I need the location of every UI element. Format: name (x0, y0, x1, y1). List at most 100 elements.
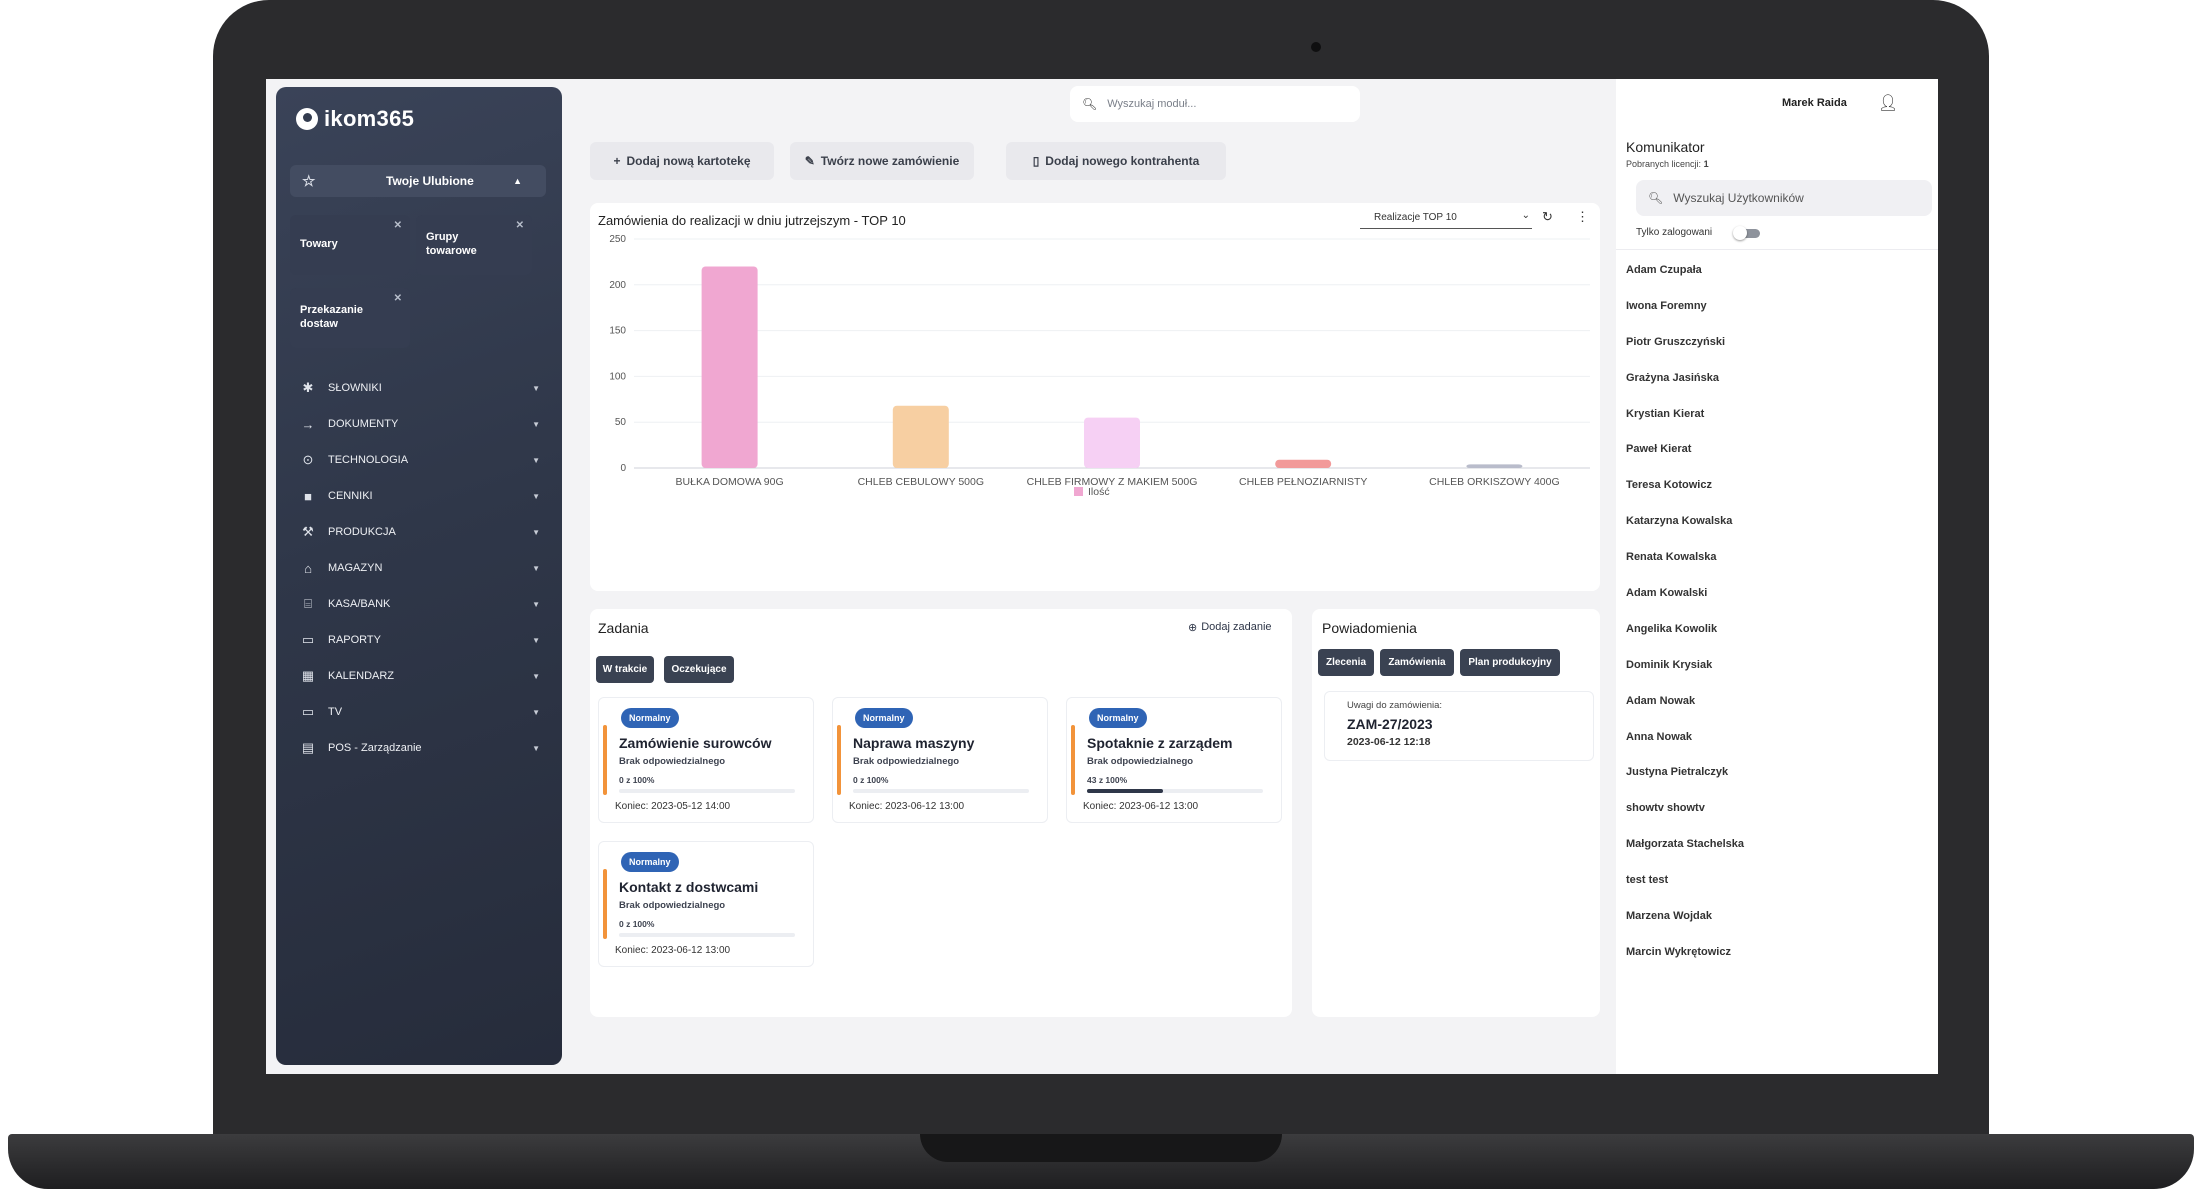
task-end-date: Koniec: 2023-06-12 13:00 (849, 801, 965, 812)
y-tick-label: 50 (615, 417, 627, 428)
add-task-button[interactable]: ⊕ Dodaj zadanie (1188, 621, 1272, 634)
only-logged-toggle[interactable] (1733, 226, 1760, 240)
filter-pending[interactable]: Oczekujące (664, 656, 734, 683)
sidebar-item-kalendarz[interactable]: ▦ KALENDARZ ▼ (300, 658, 540, 694)
orders-chart-card: Zamówienia do realizacji w dniu jutrzejs… (590, 203, 1600, 591)
sidebar-item-technologia[interactable]: ⊙ TECHNOLOGIA ▼ (300, 442, 540, 478)
sidebar-item-produkcja[interactable]: ⚒ PRODUKCJA ▼ (300, 514, 540, 550)
favorite-tile[interactable]: Grupy towarowe ✕ (416, 215, 532, 275)
user-list-item[interactable]: showtv showtv (1626, 802, 1705, 815)
sidebar-item-tv[interactable]: ▭ TV ▼ (300, 694, 540, 730)
logo[interactable]: ikom365 (296, 106, 414, 132)
chart-select[interactable]: Realizacje TOP 10 ⌄ (1360, 208, 1532, 229)
user-list-item[interactable]: Dominik Krysiak (1626, 658, 1713, 671)
user-list-item[interactable]: Iwona Foremny (1626, 299, 1707, 312)
add-card-button[interactable]: + Dodaj nową kartotekę (590, 142, 774, 180)
tasks-title: Zadania (598, 620, 649, 636)
new-order-button[interactable]: ✎ Twórz nowe zamówienie (790, 142, 974, 180)
bank-icon: ⌸ (304, 596, 312, 611)
task-accent-bar (603, 725, 607, 795)
user-list-item[interactable]: Justyna Pietralczyk (1626, 766, 1729, 779)
x-tick-label: CHLEB ORKISZOWY 400G (1429, 476, 1560, 488)
add-card-label: Dodaj nową kartotekę (626, 154, 751, 168)
user-list-item[interactable]: Marzena Wojdak (1626, 910, 1712, 923)
favorites-toggle[interactable]: ☆ Twoje Ulubione ▲ (290, 165, 546, 197)
chevron-down-icon: ▼ (532, 419, 540, 429)
plus-icon: + (613, 154, 621, 168)
user-list-item[interactable]: test test (1626, 874, 1669, 887)
sidebar-item-label: KASA/BANK (328, 598, 391, 610)
chevron-down-icon: ▼ (532, 671, 540, 681)
add-task-icon: ⊕ (1188, 622, 1198, 634)
tasks-card: Zadania ⊕ Dodaj zadanie W trakcie Oczeku… (590, 609, 1292, 1017)
sidebar-item-slowniki[interactable]: ✱ SŁOWNIKI ▼ (300, 370, 540, 406)
sidebar-item-kasa-bank[interactable]: ⌸ KASA/BANK ▼ (300, 586, 540, 622)
task-end-date: Koniec: 2023-06-12 13:00 (1083, 801, 1199, 812)
sidebar-item-dokumenty[interactable]: → DOKUMENTY ▼ (300, 406, 541, 442)
sidebar: ikom365 ☆ Twoje Ulubione ▲ Towary ✕ Grup… (276, 87, 562, 1065)
task-responsible: Brak odpowiedzialnego (853, 756, 960, 767)
notif-filter-orders[interactable]: Zamówienia (1380, 649, 1454, 676)
legend-swatch (1074, 487, 1083, 496)
user-list-item[interactable]: Adam Kowalski (1626, 587, 1708, 600)
close-icon[interactable]: ✕ (393, 220, 402, 231)
user-list-item[interactable]: Paweł Kierat (1626, 443, 1692, 456)
module-search[interactable]: 🔍︎ Wyszukaj moduł... (1070, 86, 1360, 122)
favorite-tile-label: Grupy towarowe (426, 231, 477, 257)
price-icon: ■ (304, 488, 312, 504)
task-responsible: Brak odpowiedzialnego (1087, 756, 1194, 767)
task-card[interactable]: Normalny Zamówienie surowców Brak odpowi… (598, 697, 814, 823)
chevron-down-icon: ▼ (532, 707, 540, 717)
user-settings-icon[interactable]: 👤︎ (1878, 95, 1899, 112)
favorite-tile[interactable]: Przekazanie dostaw ✕ (290, 288, 410, 348)
refresh-icon[interactable]: ↻ (1542, 209, 1553, 224)
sidebar-item-pos[interactable]: ▤ POS - Zarządzanie ▼ (300, 730, 540, 766)
user-list-item[interactable]: Grażyna Jasińska (1626, 371, 1719, 384)
task-progress-bar (619, 789, 795, 793)
sidebar-item-cenniki[interactable]: ■ CENNIKI ▼ (300, 478, 540, 514)
chart-bar (701, 266, 758, 468)
user-list-item[interactable]: Katarzyna Kowalska (1626, 515, 1733, 528)
task-card[interactable]: Normalny Spotaknie z zarządem Brak odpow… (1066, 697, 1282, 823)
task-progress-bar (853, 789, 1029, 793)
only-logged-label: Tylko zalogowani (1636, 227, 1713, 238)
current-user-name[interactable]: Marek Raida (1782, 97, 1847, 109)
licenses-label: Pobranych licencji: (1626, 159, 1702, 169)
user-list-item[interactable]: Małgorzata Stachelska (1626, 838, 1744, 851)
task-card[interactable]: Normalny Naprawa maszyny Brak odpowiedzi… (832, 697, 1048, 823)
notif-filter-production-plan[interactable]: Plan produkcyjny (1460, 649, 1560, 676)
task-card[interactable]: Normalny Kontakt z dostwcami Brak odpowi… (598, 841, 814, 967)
favorites-label: Twoje Ulubione (386, 174, 474, 188)
target-icon: ⊙ (302, 452, 314, 467)
user-list-item[interactable]: Krystian Kierat (1626, 407, 1705, 420)
camera-icon (1311, 42, 1321, 52)
communicator-panel: Marek Raida 👤︎ Komunikator Pobranych lic… (1616, 79, 1938, 1074)
chart-bar (1275, 459, 1332, 468)
user-list-item[interactable]: Marcin Wykrętowicz (1626, 945, 1731, 958)
add-contractor-button[interactable]: ▯ Dodaj nowego kontrahenta (1006, 142, 1226, 180)
filter-in-progress[interactable]: W trakcie (596, 656, 654, 683)
close-icon[interactable]: ✕ (393, 293, 402, 304)
user-list-item[interactable]: Adam Nowak (1626, 694, 1696, 707)
production-icon: ⚒ (302, 524, 314, 539)
user-list-item[interactable]: Piotr Gruszczyński (1626, 335, 1726, 348)
user-list-item[interactable]: Adam Czupała (1626, 264, 1702, 276)
user-search-input[interactable]: 🔍︎ Wyszukaj Użytkowników (1636, 180, 1932, 216)
more-icon[interactable]: ⋮ (1576, 209, 1589, 224)
module-search-placeholder: Wyszukaj moduł... (1107, 98, 1197, 110)
user-list-item[interactable]: Anna Nowak (1626, 730, 1693, 743)
notification-date: 2023-06-12 12:18 (1347, 736, 1431, 748)
notif-filter-orders-jobs[interactable]: Zlecenia (1318, 649, 1374, 676)
app-screen: ikom365 ☆ Twoje Ulubione ▲ Towary ✕ Grup… (266, 79, 1938, 1074)
notification-item[interactable]: Uwagi do zamówienia: ZAM-27/2023 2023-06… (1324, 691, 1594, 761)
user-list-item[interactable]: Teresa Kotowicz (1626, 479, 1712, 492)
orders-chart: 0 50 100 150 200 250 BUŁKA DOMOWA 90G CHLEB CEB… (609, 234, 1590, 498)
chart-select-value: Realizacje TOP 10 (1374, 212, 1457, 223)
sidebar-item-raporty[interactable]: ▭ RAPORTY ▼ (300, 622, 540, 658)
user-list-item[interactable]: Renata Kowalska (1626, 551, 1717, 564)
close-icon[interactable]: ✕ (515, 220, 524, 231)
priority-badge: Normalny (1089, 708, 1147, 728)
favorite-tile[interactable]: Towary ✕ (290, 215, 410, 275)
user-list-item[interactable]: Angelika Kowolik (1626, 622, 1718, 635)
sidebar-item-magazyn[interactable]: ⌂ MAGAZYN ▼ (300, 550, 540, 586)
